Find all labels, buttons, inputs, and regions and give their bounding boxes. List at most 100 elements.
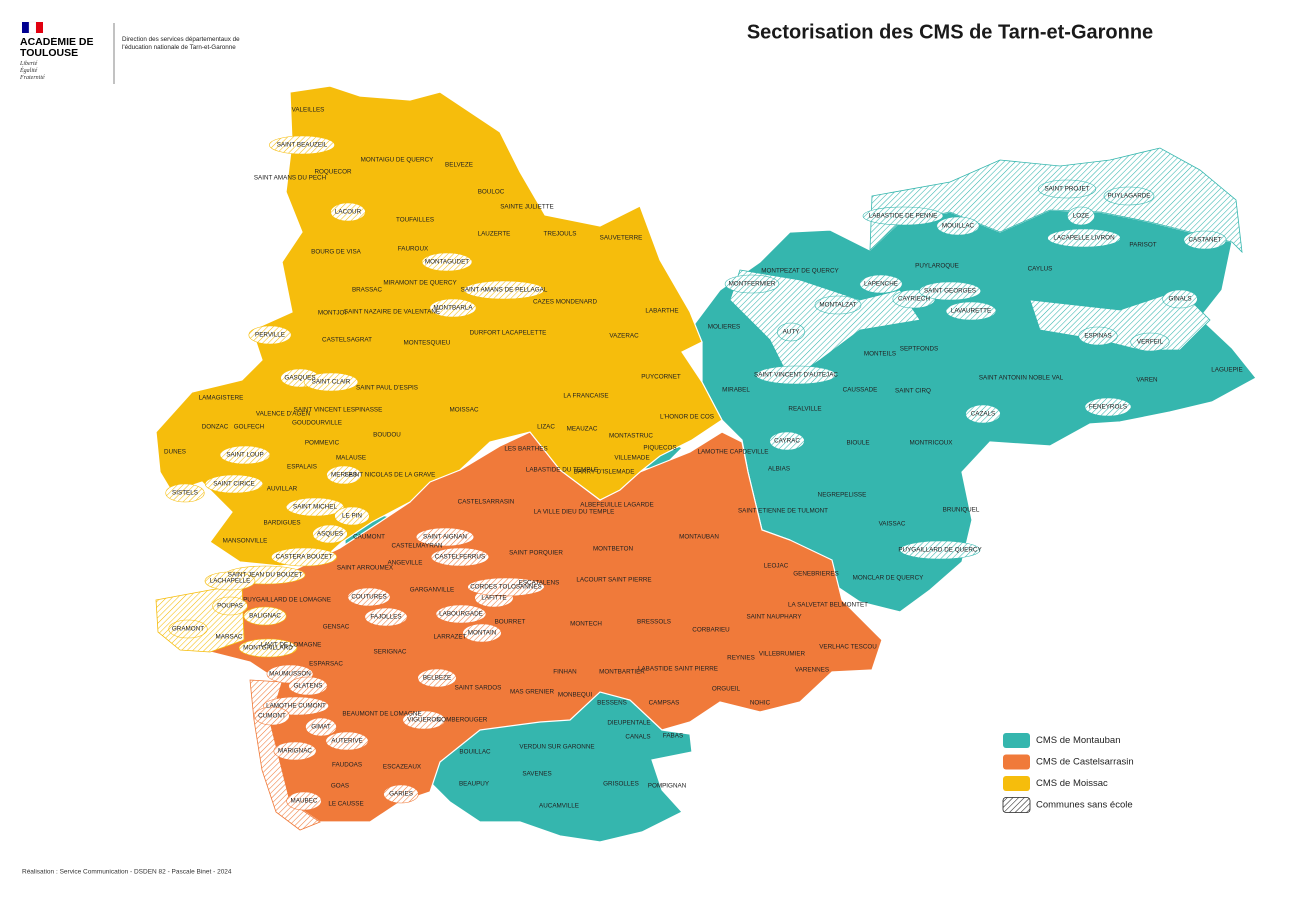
commune-label: NOHIC xyxy=(750,700,771,707)
no-school-commune xyxy=(1162,289,1198,309)
commune-label: SAINT NAUPHARY xyxy=(746,614,802,621)
commune-label: VIGUERON xyxy=(407,717,441,724)
no-school-commune xyxy=(243,606,287,626)
commune-label: POMPIGNAN xyxy=(648,783,687,790)
commune-label: ESPARSAC xyxy=(309,661,343,668)
no-school-commune xyxy=(899,540,981,560)
no-school-commune xyxy=(918,281,981,301)
no-school-commune xyxy=(435,604,487,624)
commune-label: ESCATALENS xyxy=(519,580,560,587)
commune-label: SAINTE JULIETTE xyxy=(500,204,554,211)
commune-label: MERLES xyxy=(331,472,357,479)
commune-label: BIOULE xyxy=(846,440,869,447)
commune-label: MONTFERMIER xyxy=(729,281,776,288)
commune-label: CUMONT xyxy=(258,713,286,720)
commune-label: GRAMONT xyxy=(172,626,204,633)
no-school-commune xyxy=(1067,206,1095,226)
commune-label: LA SALVETAT BELMONTET xyxy=(788,602,868,609)
commune-label: VAREN xyxy=(1136,377,1158,384)
commune-label: CASTELSARRASIN xyxy=(458,499,515,506)
commune-label: MONTESQUIEU xyxy=(404,340,451,347)
commune-label: FINHAN xyxy=(553,669,577,676)
commune-label: TREJOULS xyxy=(544,231,577,238)
commune-label: CAYLUS xyxy=(1028,266,1053,273)
commune-label: CASTANET xyxy=(1188,237,1221,244)
commune-label: VERFEIL xyxy=(1137,339,1164,346)
no-school-commune xyxy=(238,638,298,658)
no-school-commune xyxy=(271,547,337,567)
commune-label: MONBEQUI xyxy=(558,692,593,699)
no-school-region xyxy=(729,269,921,381)
department: Direction des services départementaux de… xyxy=(122,36,240,51)
commune-label: ESPALAIS xyxy=(287,464,317,471)
commune-label: MONTAIN xyxy=(468,630,497,637)
commune-label: SAVENES xyxy=(522,771,551,778)
no-school-commune xyxy=(269,135,335,155)
legend-swatch xyxy=(1003,776,1030,791)
commune-label: FAUDOAS xyxy=(332,762,362,769)
commune-label: LE CAUSSE xyxy=(328,801,363,808)
commune-label: GARIES xyxy=(389,791,413,798)
no-school-commune xyxy=(417,668,457,688)
commune-label: PARISOT xyxy=(1129,242,1156,249)
no-school-commune xyxy=(1103,186,1155,206)
commune-label: BRUNIQUEL xyxy=(943,507,980,514)
commune-label: LAMOTHE CAPDEVILLE xyxy=(697,449,768,456)
commune-label: BEAUPUY xyxy=(459,781,490,788)
commune-label: GIMAT xyxy=(311,724,331,731)
no-school-commune xyxy=(936,216,980,236)
commune-label: ANGEVILLE xyxy=(388,560,423,567)
commune-label: DONZAC xyxy=(202,424,229,431)
no-school-commune xyxy=(1130,332,1170,352)
commune-label: MIRAMONT DE QUERCY xyxy=(383,280,457,287)
commune-label: MONTBARTIER xyxy=(599,669,645,676)
no-school-commune xyxy=(1037,179,1097,199)
logo: ACADÉMIE DE TOULOUSE Liberté Égalité Fra… xyxy=(20,21,240,84)
no-school-commune xyxy=(330,202,366,222)
no-school-commune xyxy=(945,301,997,321)
commune-label: BRESSOLS xyxy=(637,619,671,626)
commune-label: GENSAC xyxy=(323,624,350,631)
commune-label: GENEBRIERES xyxy=(793,571,839,578)
commune-label: REYNIES xyxy=(727,655,755,662)
no-school-commune xyxy=(1183,230,1227,250)
commune-label: LAVAURETTE xyxy=(951,308,991,315)
commune-label: BARDIGUES xyxy=(263,520,300,527)
commune-label: MARIGNAC xyxy=(278,748,312,755)
commune-label: SAINT ANTONIN NOBLE VAL xyxy=(979,375,1064,382)
legend-swatch xyxy=(1003,754,1030,770)
commune-label: GOLFECH xyxy=(234,424,265,431)
no-school-commune xyxy=(286,791,322,811)
commune-label: MALAUSE xyxy=(336,455,366,462)
commune-label: LACAPELLE LIVRON xyxy=(1053,235,1115,242)
commune-label: DUNES xyxy=(164,449,186,456)
commune-label: SAINT JEAN DU BOUZET xyxy=(228,572,303,579)
commune-label: ASQUES xyxy=(317,531,343,538)
commune-label: BELVEZE xyxy=(445,162,473,169)
no-school-commune xyxy=(724,274,780,294)
commune-label: LAMAGISTERE xyxy=(199,395,244,402)
commune-label: BARRY D'ISLEMADE xyxy=(574,469,635,476)
legend-label: Communes sans école xyxy=(1036,800,1133,811)
commune-label: MONTECH xyxy=(570,621,602,628)
commune-label: GOUDOURVILLE xyxy=(292,420,342,427)
institution: ACADÉMIE DE TOULOUSE xyxy=(20,37,94,59)
commune-label: VALEILLES xyxy=(292,107,325,114)
no-school-commune xyxy=(347,587,391,607)
commune-label: BOUILLAC xyxy=(459,749,491,756)
commune-label: CASTELSAGRAT xyxy=(322,337,372,344)
commune-label: SAINT SARDOS xyxy=(455,685,502,692)
sector-region xyxy=(155,85,723,567)
no-school-commune xyxy=(402,710,446,730)
commune-label: MONTBARLA xyxy=(433,305,473,312)
no-school-commune xyxy=(364,607,408,627)
commune-label: LABARTHE xyxy=(645,308,678,315)
commune-label: POMMEVIC xyxy=(305,440,340,447)
commune-label: AUTY xyxy=(783,329,801,336)
commune-label: MONTEILS xyxy=(864,351,896,358)
legend-swatch xyxy=(1002,797,1031,813)
commune-label: MONTJOI xyxy=(318,310,347,317)
no-school-commune xyxy=(421,252,473,272)
commune-label: BOULOC xyxy=(478,189,505,196)
commune-label: SISTELS xyxy=(172,490,198,497)
